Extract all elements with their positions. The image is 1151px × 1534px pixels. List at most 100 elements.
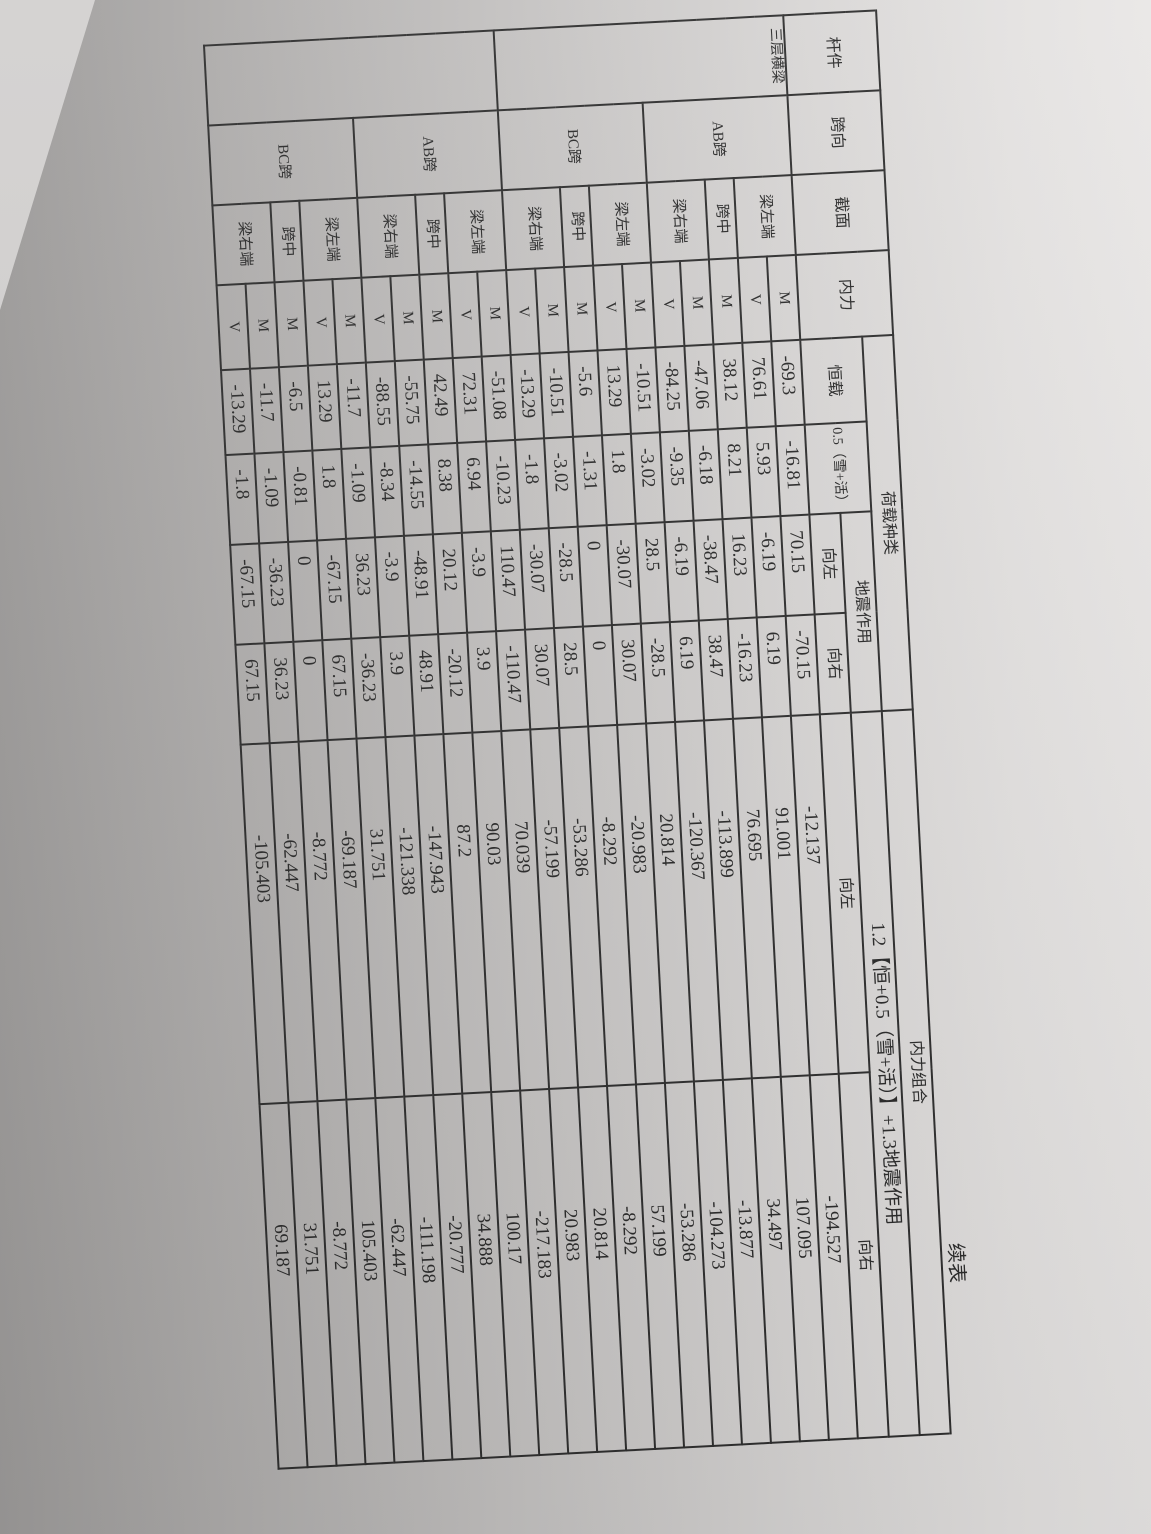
force-type-cell: V (737, 256, 772, 343)
table-body: 三层横梁 AB跨 梁左端 M -69.3 -16.81 70.15 -70.15 -12.137… (204, 15, 858, 1469)
snow-live-cell: -1.09 (254, 452, 289, 544)
section-cell: 梁右端 (646, 179, 709, 263)
header-seismic-left: 向左 (809, 512, 846, 615)
section-cell: 跨中 (270, 200, 304, 283)
seismic-left-cell: 0 (288, 540, 323, 642)
snow-live-cell: 8.38 (428, 442, 462, 535)
member-cell (204, 30, 498, 126)
seismic-right-cell: -16.23 (727, 617, 762, 719)
seismic-right-cell: -20.12 (438, 632, 473, 735)
seismic-right-cell: 38.47 (698, 619, 733, 721)
snow-live-cell: 5.93 (746, 426, 781, 518)
seismic-left-cell: -36.23 (259, 541, 294, 644)
section-cell: 梁右端 (501, 187, 565, 271)
force-type-cell: M (419, 273, 453, 360)
seismic-right-cell: 30.07 (611, 623, 647, 725)
force-type-cell: M (332, 277, 366, 365)
seismic-right-cell: 30.07 (525, 628, 560, 730)
seismic-left-cell: -28.5 (548, 526, 583, 629)
dead-load-cell: 38.12 (713, 342, 747, 430)
span-cell: BC跨 (208, 117, 358, 206)
seismic-left-cell: 0 (577, 525, 612, 627)
seismic-left-cell: 16.23 (722, 517, 757, 620)
seismic-left-cell: 70.15 (780, 514, 815, 616)
seismic-left-cell: -30.07 (606, 523, 641, 626)
seismic-left-cell: 20.12 (432, 532, 468, 635)
seismic-left-cell: 28.5 (635, 522, 670, 624)
seismic-right-cell: 48.91 (409, 634, 444, 736)
force-type-cell: V (506, 268, 540, 356)
force-type-cell: V (593, 264, 627, 351)
snow-live-cell: -0.81 (283, 450, 318, 542)
force-type-cell: V (216, 283, 250, 371)
force-type-cell: M (622, 262, 656, 349)
rotated-document: 续表 杆件 跨向 截面 内力 荷载种类 内力组合 恒载 0.5（雪+活） 地震作… (203, 8, 978, 1470)
snow-live-cell: -8.34 (370, 445, 404, 538)
member-cell: 三层横梁 (493, 15, 788, 111)
force-type-cell: M (245, 282, 279, 369)
header-span: 跨向 (787, 90, 885, 176)
dead-load-cell: -13.29 (221, 368, 255, 456)
header-dead-load: 恒载 (800, 336, 867, 425)
dead-load-cell: 13.29 (597, 348, 631, 436)
force-type-cell: M (679, 259, 714, 346)
snow-live-cell: -9.35 (659, 430, 694, 523)
force-type-cell: V (361, 276, 395, 363)
snow-live-cell: -1.31 (572, 435, 607, 527)
seismic-left-cell: -67.15 (317, 538, 352, 641)
span-cell: BC跨 (497, 102, 647, 191)
dead-load-cell: -10.51 (626, 347, 660, 434)
seismic-left-cell: 110.47 (490, 529, 526, 632)
force-type-cell: M (564, 265, 598, 352)
header-seismic-right: 向右 (814, 612, 851, 715)
dead-load-cell: -11.7 (336, 362, 371, 450)
dead-load-cell: -51.08 (481, 355, 516, 442)
snow-live-cell: -1.09 (341, 447, 375, 539)
dead-load-cell: -6.5 (278, 365, 313, 453)
seismic-right-cell: 3.9 (380, 635, 415, 738)
internal-force-table: 续表 杆件 跨向 截面 内力 荷载种类 内力组合 恒载 0.5（雪+活） 地震作… (203, 8, 978, 1470)
seismic-right-cell: -28.5 (640, 622, 676, 724)
force-type-cell: V (448, 271, 482, 359)
force-type-cell: M (766, 254, 801, 342)
seismic-left-cell: -3.9 (461, 531, 497, 633)
dead-load-cell: -84.25 (655, 345, 689, 433)
seismic-left-cell: -6.19 (751, 516, 786, 618)
span-cell: AB跨 (352, 110, 502, 198)
seismic-left-cell: 36.23 (346, 537, 381, 639)
dead-load-cell: -11.7 (249, 367, 284, 454)
section-cell: 梁左端 (444, 190, 507, 274)
header-section: 截面 (791, 170, 889, 255)
seismic-right-cell: -110.47 (496, 629, 531, 732)
snow-live-cell: -1.8 (515, 438, 549, 530)
seismic-left-cell: -48.91 (403, 534, 439, 636)
seismic-right-cell: 67.15 (235, 643, 270, 745)
seismic-right-cell: 67.15 (322, 638, 357, 741)
force-type-cell: M (708, 257, 743, 345)
snow-live-cell: 6.94 (457, 441, 491, 533)
section-cell: 梁左端 (588, 182, 651, 266)
snow-live-cell: 8.21 (717, 427, 752, 520)
span-cell: AB跨 (642, 95, 792, 183)
seismic-right-cell: -36.23 (351, 637, 386, 739)
dead-load-cell: -69.3 (771, 339, 805, 427)
force-type-cell: V (303, 279, 337, 366)
seismic-right-cell: 6.19 (669, 620, 705, 722)
snow-live-cell: -10.23 (486, 439, 520, 532)
snow-live-cell: -3.02 (630, 432, 665, 524)
force-type-cell: M (477, 270, 511, 357)
snow-live-cell: 1.8 (601, 433, 636, 526)
force-type-cell: M (390, 274, 424, 362)
seismic-right-cell: 0 (293, 640, 328, 742)
seismic-right-cell: 36.23 (264, 641, 299, 744)
header-snow-live: 0.5（雪+活） (804, 421, 872, 515)
snow-live-cell: -14.55 (399, 444, 433, 536)
seismic-left-cell: -6.19 (664, 520, 699, 623)
section-cell: 跨中 (704, 178, 738, 260)
dead-load-cell: 72.31 (452, 356, 487, 443)
snow-live-cell: -16.81 (775, 424, 810, 517)
dead-load-cell: -88.55 (365, 361, 400, 448)
dead-load-cell: -10.51 (539, 351, 573, 439)
snow-live-cell: -6.18 (688, 429, 723, 521)
seismic-right-cell: 3.9 (467, 631, 502, 733)
